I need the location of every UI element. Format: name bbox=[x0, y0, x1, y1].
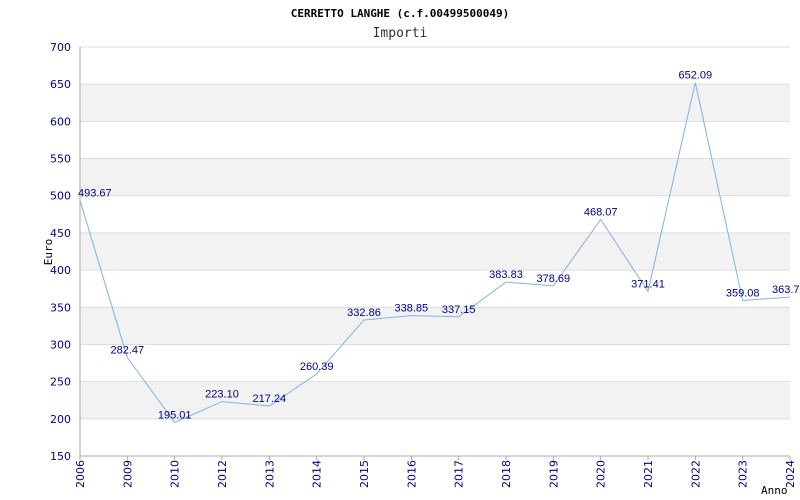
plot-background-bands bbox=[80, 47, 790, 456]
data-label: 652.09 bbox=[679, 70, 713, 82]
plot-band bbox=[80, 121, 790, 159]
plot-band bbox=[80, 270, 790, 308]
x-tick-label: 2022 bbox=[689, 460, 702, 488]
x-tick-label: 2019 bbox=[547, 460, 560, 488]
y-tick-label: 400 bbox=[50, 264, 71, 277]
data-label: 383.83 bbox=[489, 269, 523, 281]
data-label: 332.86 bbox=[347, 307, 381, 319]
x-tick-labels: 2006 2009 2010 2012 2013 2014 2015 2016 2017 2018… bbox=[74, 456, 797, 488]
plot-band bbox=[80, 307, 790, 345]
x-axis-label: Anno bbox=[761, 484, 788, 497]
plot-band bbox=[80, 232, 790, 271]
gridlines bbox=[80, 46, 790, 457]
data-label: 195.01 bbox=[158, 410, 192, 422]
data-label: 282.47 bbox=[111, 344, 145, 356]
y-tick-label: 550 bbox=[50, 153, 71, 166]
plot-band bbox=[80, 158, 790, 196]
y-tick-labels: 150 200 250 300 350 400 450 500 550 600 650 700 bbox=[50, 41, 71, 463]
x-tick-label: 2016 bbox=[405, 460, 418, 488]
data-label: 337.15 bbox=[442, 304, 476, 316]
data-label: 468.07 bbox=[584, 206, 618, 218]
data-label: 371.41 bbox=[631, 278, 665, 290]
data-label: 359.08 bbox=[726, 288, 760, 300]
plot-band bbox=[80, 344, 790, 382]
data-label: 217.24 bbox=[253, 393, 287, 405]
x-tick-label: 2009 bbox=[121, 460, 134, 488]
data-label: 378.69 bbox=[537, 273, 571, 285]
data-label: 493.67 bbox=[78, 187, 112, 199]
chart-title: CERRETTO LANGHE (c.f.00499500049) bbox=[291, 7, 510, 20]
x-tick-label: 2010 bbox=[169, 460, 182, 488]
y-tick-label: 500 bbox=[50, 190, 71, 203]
x-tick-label: 2006 bbox=[74, 460, 87, 488]
chart-subtitle: Importi bbox=[373, 26, 428, 41]
x-tick-label: 2013 bbox=[263, 460, 276, 488]
y-tick-label: 350 bbox=[50, 301, 71, 314]
plot-band bbox=[80, 418, 790, 456]
y-tick-label: 650 bbox=[50, 78, 71, 91]
y-tick-label: 150 bbox=[50, 450, 71, 463]
data-label: 260.39 bbox=[300, 361, 334, 373]
data-label: 223.10 bbox=[205, 389, 239, 401]
x-tick-label: 2023 bbox=[737, 460, 750, 488]
x-tick-label: 2020 bbox=[595, 460, 608, 488]
x-tick-label: 2012 bbox=[216, 460, 229, 488]
plot-band bbox=[80, 47, 790, 85]
x-tick-label: 2014 bbox=[311, 460, 324, 488]
y-tick-label: 700 bbox=[50, 41, 71, 54]
y-tick-label: 300 bbox=[50, 338, 71, 351]
x-tick-label: 2015 bbox=[358, 460, 371, 488]
x-tick-label: 2017 bbox=[453, 460, 466, 488]
y-tick-label: 250 bbox=[50, 376, 71, 389]
y-tick-label: 600 bbox=[50, 115, 71, 128]
x-tick-label: 2018 bbox=[500, 460, 513, 488]
y-tick-label: 200 bbox=[50, 413, 71, 426]
x-tick-label: 2024 bbox=[784, 460, 797, 488]
x-tick-label: 2021 bbox=[642, 460, 655, 488]
data-label: 363.7 bbox=[772, 284, 800, 296]
plot-band bbox=[80, 381, 790, 419]
y-axis-label: Euro bbox=[42, 239, 55, 266]
series-line bbox=[79, 82, 791, 424]
y-tick-label: 450 bbox=[50, 227, 71, 240]
plot-band bbox=[80, 84, 790, 122]
data-label: 338.85 bbox=[395, 303, 429, 315]
data-labels: 493.67 282.47 195.01 223.10 217.24 260.39 332.… bbox=[78, 70, 800, 422]
plot-band bbox=[80, 195, 790, 233]
